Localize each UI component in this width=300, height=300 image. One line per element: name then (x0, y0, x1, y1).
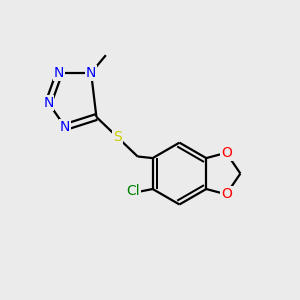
Text: O: O (221, 187, 232, 201)
Text: N: N (60, 120, 70, 134)
Text: N: N (86, 66, 96, 80)
Text: N: N (54, 66, 64, 80)
Text: Cl: Cl (127, 184, 140, 198)
Text: N: N (43, 96, 54, 110)
Text: S: S (113, 130, 122, 144)
Text: O: O (221, 146, 232, 160)
